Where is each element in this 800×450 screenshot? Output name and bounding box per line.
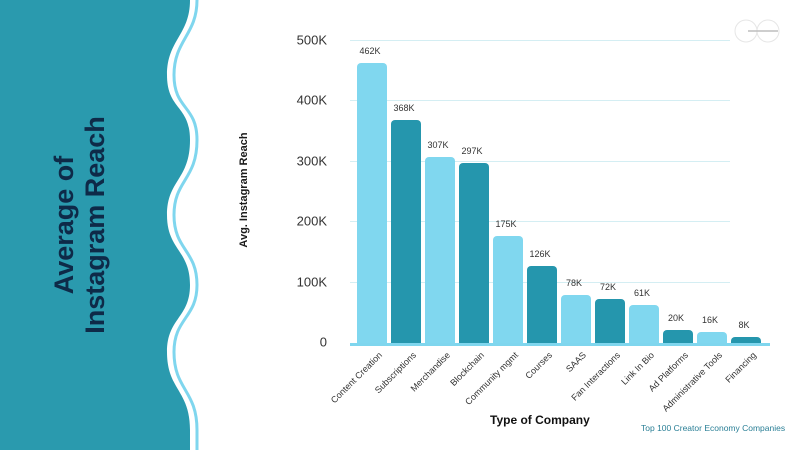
source-note: Top 100 Creator Economy Companies xyxy=(641,423,786,433)
y-tick-label: 200K xyxy=(296,213,327,229)
gridline xyxy=(350,161,730,162)
bar-value-label: 20K xyxy=(667,312,684,323)
wave-side-panel xyxy=(0,0,199,450)
gridline xyxy=(350,100,730,101)
x-tick-label: Financing xyxy=(723,350,759,385)
bar-value-label: 61K xyxy=(633,288,650,299)
bar-value-label: 8K xyxy=(738,320,750,331)
x-tick-label: SAAS xyxy=(564,350,589,375)
x-axis-title: Type of Company xyxy=(490,413,590,427)
bar xyxy=(629,305,659,343)
bar xyxy=(527,265,557,343)
bar-value-label: 462K xyxy=(359,45,381,56)
x-tick-label: Administrative Tools xyxy=(660,350,725,414)
bar xyxy=(595,298,625,343)
bar xyxy=(391,119,421,343)
y-axis-label: Avg. Instagram Reach xyxy=(238,132,250,248)
brand-logo-icon xyxy=(734,19,780,43)
bar xyxy=(663,329,693,343)
x-tick-label: Courses xyxy=(523,350,555,381)
y-tick-label: 500K xyxy=(296,32,327,48)
panel-title: Average of Instagram Reach xyxy=(49,105,111,345)
bar xyxy=(493,236,523,343)
bar-value-label: 368K xyxy=(393,102,415,113)
bar xyxy=(561,294,591,343)
bar xyxy=(425,156,455,343)
bar-value-label: 16K xyxy=(701,315,718,326)
panel-title-line1: Average of xyxy=(49,155,79,295)
x-tick-label: Content Creation xyxy=(328,350,385,406)
bar-value-label: 72K xyxy=(599,281,616,292)
gridline xyxy=(350,221,730,222)
y-tick-label: 300K xyxy=(296,153,327,169)
bar-value-label: 175K xyxy=(495,219,517,230)
bar-value-label: 297K xyxy=(461,145,483,156)
y-tick-label: 0 xyxy=(319,334,327,350)
bar xyxy=(697,332,727,343)
bar xyxy=(459,162,489,343)
panel-title-line2: Instagram Reach xyxy=(80,116,110,334)
bar xyxy=(357,62,387,343)
gridline xyxy=(350,40,730,41)
x-axis-line xyxy=(350,343,770,346)
bar-value-label: 126K xyxy=(529,248,551,259)
bar-value-label: 307K xyxy=(427,139,449,150)
y-tick-label: 400K xyxy=(296,92,327,108)
bar xyxy=(731,337,761,343)
y-tick-label: 100K xyxy=(296,274,327,290)
bar-value-label: 78K xyxy=(565,277,582,288)
